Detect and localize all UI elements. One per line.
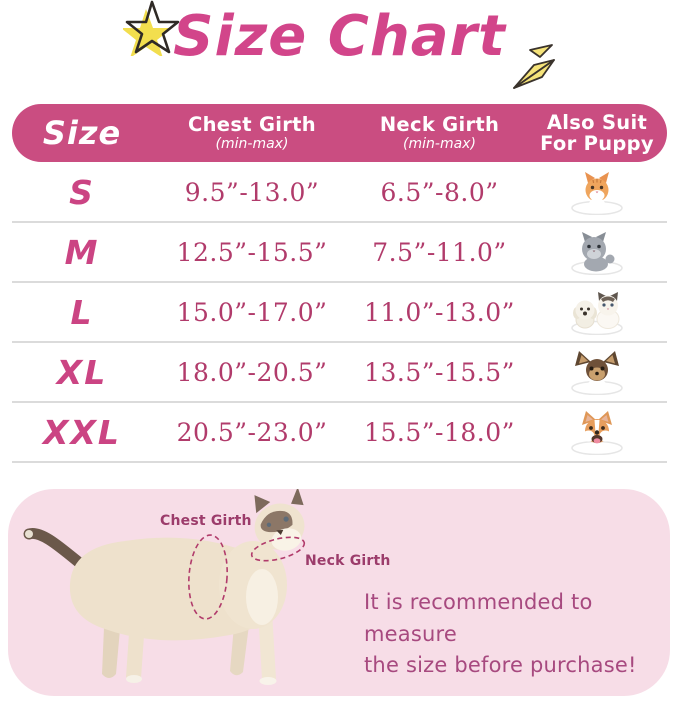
table-row-l: L 15.0”-17.0” 11.0”-13.0”	[12, 283, 667, 343]
header-neck-girth-title: Neck Girth	[379, 112, 500, 136]
neck-girth-cell: 13.5”-15.5”	[364, 357, 515, 387]
measure-note-line2: the size before purchase!	[364, 653, 637, 677]
neck-girth-label: Neck Girth	[305, 553, 391, 569]
measure-note-line1: It is recommended to measure	[364, 590, 593, 646]
size-cell: XXL	[43, 412, 121, 452]
header-also-suit-line1: Also Suit	[546, 110, 648, 134]
white-dog-and-cat-icon	[571, 292, 623, 335]
neck-girth-cell: 15.5”-18.0”	[364, 417, 515, 447]
chihuahua-icon	[571, 351, 623, 395]
corgi-icon	[571, 411, 623, 455]
table-header: Size Chest Girth (min-max) Neck Girth (m…	[12, 104, 667, 162]
table-row-m: M 12.5”-15.5” 7.5”-11.0”	[12, 223, 667, 283]
size-cell: XL	[56, 352, 108, 392]
chest-girth-cell: 9.5”-13.0”	[184, 177, 320, 207]
pet-photo	[527, 349, 667, 395]
header-chest-girth-sub: (min-max)	[215, 136, 289, 153]
neck-girth-cell: 6.5”-8.0”	[380, 177, 499, 207]
size-cell: M	[64, 232, 100, 272]
pet-photo	[527, 409, 667, 455]
star-icon	[123, 0, 180, 56]
measure-guide-panel: Chest Girth Neck Girth It is recommended…	[8, 489, 670, 696]
arrow-doodle-icon	[513, 44, 555, 89]
measure-note: It is recommended to measure the size be…	[364, 587, 670, 682]
chest-girth-label: Chest Girth	[160, 513, 252, 529]
measuring-cat-illustration	[23, 489, 306, 685]
pet-photo	[527, 169, 667, 215]
chest-girth-ellipse	[188, 534, 228, 620]
header-neck-girth-sub: (min-max)	[403, 136, 476, 153]
pet-photo	[527, 289, 667, 335]
page-title: Size Chart	[173, 4, 506, 69]
pet-photo	[527, 229, 667, 275]
size-chart-table: S 9.5”-13.0” 6.5”-8.0” M 12.5”-15.5” 7.	[12, 163, 667, 463]
size-cell: L	[70, 292, 94, 332]
header-also-suit: Also Suit For Puppy	[527, 110, 667, 155]
header-neck-girth: Neck Girth (min-max)	[352, 112, 527, 153]
table-row-s: S 9.5”-13.0” 6.5”-8.0”	[12, 163, 667, 223]
neck-girth-cell: 11.0”-13.0”	[364, 297, 515, 327]
header-chest-girth: Chest Girth (min-max)	[152, 112, 352, 153]
neck-girth-cell: 7.5”-11.0”	[372, 237, 507, 267]
chest-girth-cell: 20.5”-23.0”	[176, 417, 328, 447]
chest-girth-cell: 12.5”-15.5”	[176, 237, 328, 267]
header-chest-girth-title: Chest Girth	[188, 112, 316, 136]
size-cell: S	[69, 172, 95, 212]
gray-cat-icon	[571, 232, 623, 275]
table-row-xl: XL 18.0”-20.5” 13.5”-15.5”	[12, 343, 667, 403]
table-row-xxl: XXL 20.5”-23.0” 15.5”-18.0”	[12, 403, 667, 463]
orange-kitten-icon	[571, 172, 623, 215]
chest-girth-cell: 15.0”-17.0”	[176, 297, 328, 327]
header-size: Size	[42, 114, 122, 152]
neck-girth-ellipse	[250, 536, 306, 562]
chest-girth-cell: 18.0”-20.5”	[176, 357, 328, 387]
header-also-suit-line2: For Puppy	[540, 132, 654, 155]
